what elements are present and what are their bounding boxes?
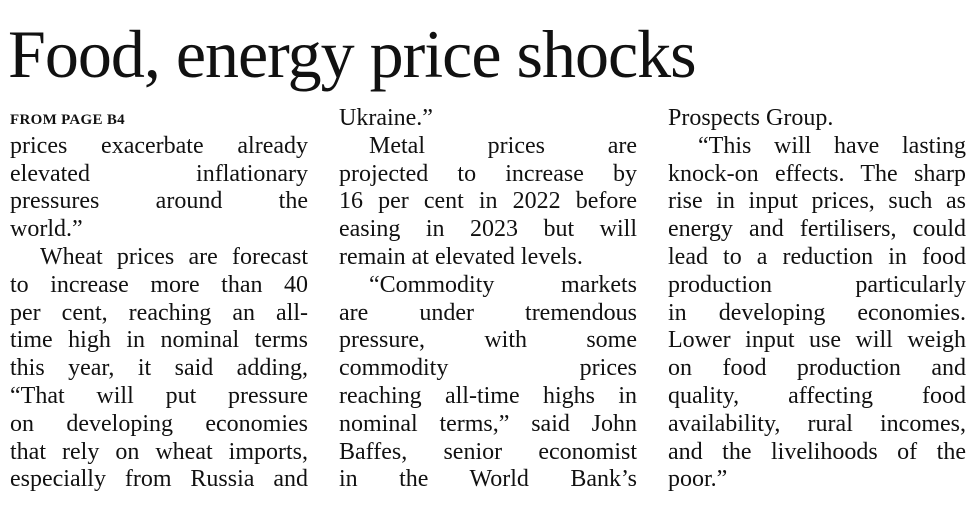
text-line: commodity prices [339,355,637,382]
text-line: pressures around the [10,188,308,215]
text-line: elevated inflationary [10,160,308,187]
text-line: “That will put pressure [10,382,308,409]
text-line: are under tremendous [339,299,637,326]
column: FROM PAGE B4 prices exacerbate already ele… [10,105,308,494]
text-line: remain at elevated levels. [339,243,583,270]
column: Ukraine.” Metal prices are projected to in… [339,105,637,494]
text-line: production particularly [668,271,966,298]
text-line: 16 per cent in 2022 before [339,188,637,215]
text-line: knock-on effects. The sharp [668,160,966,187]
text-line: on developing economies [10,410,308,437]
text-line: “Commodity markets [369,271,637,298]
text-line: that rely on wheat imports, [10,438,308,465]
text-line: especially from Russia and [10,466,308,493]
text-line: prices exacerbate already [10,132,308,159]
text-line: Lower input use will weigh [668,327,966,354]
text-line: lead to a reduction in food [668,243,966,270]
text-line: availability, rural incomes, [668,410,966,437]
text-line: rise in input prices, such as [668,188,966,215]
text-line: in the World Bank’s [339,466,637,493]
headline: Food, energy price shocks [8,16,697,92]
text-line: in developing economies. [668,299,966,326]
text-line: Baffes, senior economist [339,438,637,465]
text-line: nominal terms,” said John [339,410,637,437]
text-line: world.” [10,216,83,243]
text-line: Prospects Group. [668,105,834,131]
text-line: pressure, with some [339,327,637,354]
text-line: Ukraine.” [339,105,433,131]
text-line: per cent, reaching an all- [10,299,308,326]
text-line: reaching all-time highs in [339,382,637,409]
text-line: time high in nominal terms [10,327,308,354]
text-line: projected to increase by [339,160,637,187]
text-line: energy and fertilisers, could [668,216,966,243]
text-line: on food production and [668,355,966,382]
column: Prospects Group. “This will have lasting k… [668,105,966,494]
text-line: Metal prices are [369,132,637,159]
text-line: Wheat prices are forecast [40,243,308,270]
text-line: “This will have lasting [698,132,966,159]
text-line: and the livelihoods of the [668,438,966,465]
text-line: quality, affecting food [668,382,966,409]
text-line: this year, it said adding, [10,355,308,382]
text-line: to increase more than 40 [10,271,308,298]
text-line: poor.” [668,466,728,493]
kicker: FROM PAGE B4 [10,112,125,128]
text-line: easing in 2023 but will [339,216,637,243]
